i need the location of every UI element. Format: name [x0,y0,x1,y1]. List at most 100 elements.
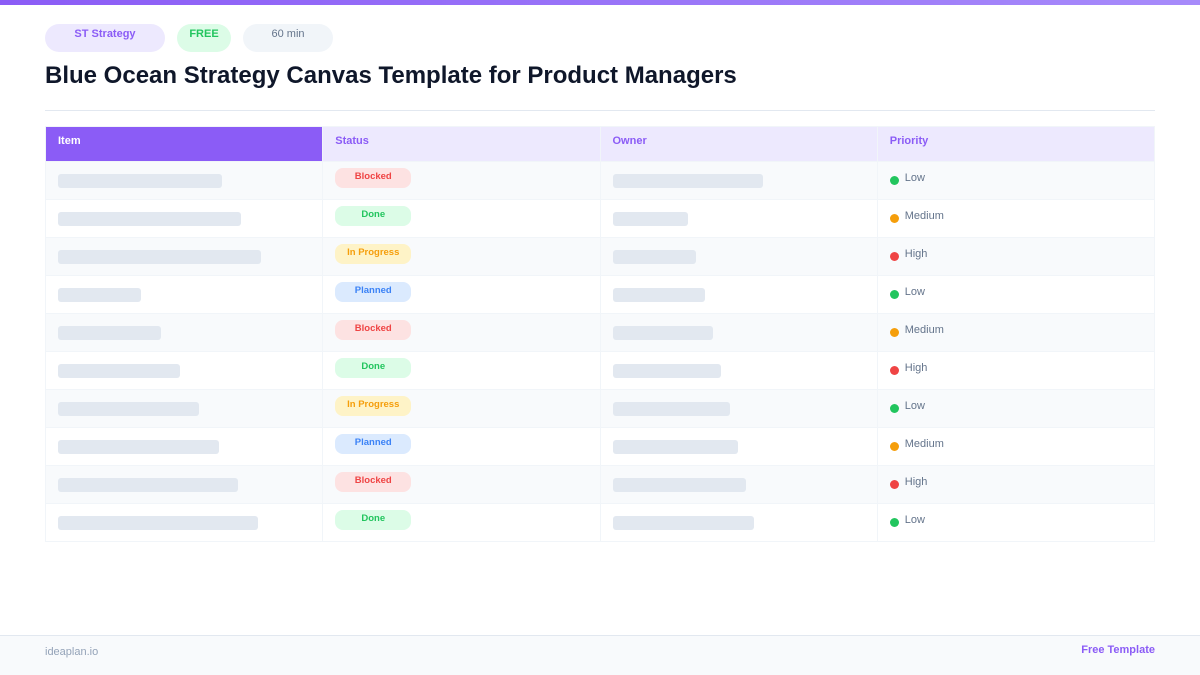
priority-dot-icon [889,328,899,338]
status-cell: In Progress [322,237,601,276]
table-row: Blocked High [44,465,1156,504]
item-placeholder [58,439,219,454]
price-tag: FREE [177,24,231,52]
status-cell: Blocked [322,313,601,352]
priority-cell: Low [876,275,1156,314]
owner-placeholder [612,325,713,340]
status-badge: In Progress [335,243,412,264]
owner-cell [599,389,878,428]
owner-placeholder [612,439,738,454]
status-cell: Planned [322,427,601,466]
owner-cell [599,237,878,276]
priority-dot-icon [889,366,899,376]
item-cell [44,389,324,428]
owner-cell [599,313,878,352]
priority-dot-icon [889,252,899,262]
priority-label: High [904,247,928,260]
status-badge: Done [335,205,412,226]
item-cell [44,427,324,466]
owner-placeholder [612,515,754,530]
priority-label: Low [904,399,925,412]
item-cell [44,351,324,390]
table-row: Done Medium [44,199,1156,238]
status-badge: Done [335,357,412,378]
owner-cell [599,427,878,466]
owner-cell [599,161,878,200]
owner-placeholder [612,287,705,302]
priority-dot-icon [889,176,899,186]
table-row: Done High [44,351,1156,390]
tag-row: ST Strategy FREE 60 min [45,24,333,52]
item-placeholder [58,173,222,188]
status-badge: Blocked [335,167,412,188]
owner-placeholder [612,401,730,416]
priority-dot-icon [889,290,899,300]
priority-cell: Low [876,503,1156,542]
top-accent-bar [0,0,1200,5]
owner-placeholder [612,211,688,226]
item-cell [44,503,324,542]
item-cell [44,161,324,200]
divider [45,110,1155,111]
status-cell: In Progress [322,389,601,428]
table-row: Blocked Low [44,161,1156,200]
item-placeholder [58,477,238,492]
header-priority: Priority [876,126,1156,162]
priority-dot-icon [889,480,899,490]
priority-cell: High [876,351,1156,390]
priority-label: Medium [904,437,944,450]
header-item: Item [44,126,324,162]
item-cell [44,199,324,238]
owner-placeholder [612,173,763,188]
priority-cell: Medium [876,199,1156,238]
priority-cell: Low [876,161,1156,200]
item-cell [44,465,324,504]
item-placeholder [58,211,241,226]
item-cell [44,313,324,352]
item-cell [44,275,324,314]
priority-dot-icon [889,518,899,528]
item-placeholder [58,401,199,416]
status-badge: Done [335,509,412,530]
priority-dot-icon [889,442,899,452]
item-placeholder [58,363,180,378]
category-tag: ST Strategy [45,24,165,52]
status-cell: Done [322,503,601,542]
priority-label: High [904,361,928,374]
footer-brand: ideaplan.io [45,646,99,658]
table-row: Done Low [44,503,1156,542]
duration-tag: 60 min [243,24,333,52]
status-cell: Blocked [322,465,601,504]
footer-label: Free Template [1081,644,1155,656]
priority-label: Low [904,285,925,298]
owner-cell [599,275,878,314]
owner-cell [599,503,878,542]
status-cell: Planned [322,275,601,314]
owner-placeholder [612,477,746,492]
status-badge: Blocked [335,319,412,340]
priority-label: High [904,475,928,488]
item-placeholder [58,515,258,530]
priority-cell: Medium [876,427,1156,466]
priority-dot-icon [889,214,899,224]
status-cell: Done [322,351,601,390]
table-row: In Progress High [44,237,1156,276]
status-badge: Planned [335,281,412,302]
owner-placeholder [612,249,696,264]
table-row: Planned Medium [44,427,1156,466]
priority-label: Low [904,513,925,526]
item-placeholder [58,325,161,340]
page-title: Blue Ocean Strategy Canvas Template for … [45,62,737,89]
table-row: Planned Low [44,275,1156,314]
owner-cell [599,351,878,390]
item-cell [44,237,324,276]
owner-cell [599,199,878,238]
status-cell: Blocked [322,161,601,200]
priority-label: Low [904,171,925,184]
status-badge: Planned [335,433,412,454]
header-status: Status [322,126,601,162]
item-placeholder [58,287,141,302]
table-row: In Progress Low [44,389,1156,428]
template-table: Item Status Owner Priority Blocked Low D… [44,126,1156,542]
header-owner: Owner [599,126,878,162]
